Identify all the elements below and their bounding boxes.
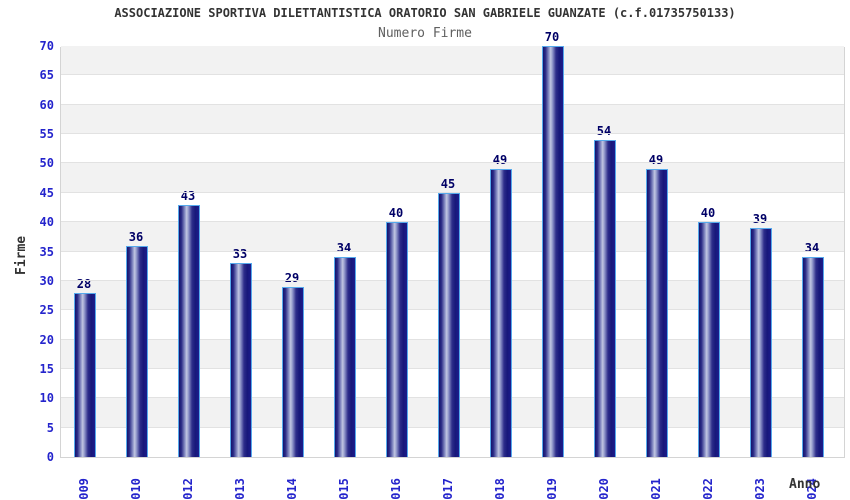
y-tick-label: 10 xyxy=(39,391,54,406)
grid-band xyxy=(61,163,844,193)
bar xyxy=(282,286,304,457)
x-tick-label: 2021 xyxy=(649,478,663,500)
y-tick-label: 70 xyxy=(39,39,54,53)
y-tick-label: 40 xyxy=(39,215,54,230)
bar-value-label: 40 xyxy=(700,206,716,221)
bar-value-label: 34 xyxy=(336,241,352,256)
y-tick-label: 30 xyxy=(39,273,54,288)
bar xyxy=(334,257,356,457)
y-tick-label: 5 xyxy=(46,420,54,435)
plot-area xyxy=(60,46,845,458)
gridline xyxy=(61,133,844,135)
x-tick-label: 2020 xyxy=(597,478,611,500)
bar xyxy=(802,257,824,457)
bar xyxy=(750,228,772,457)
x-tick-label: 2010 xyxy=(129,478,143,500)
gridline xyxy=(61,191,844,193)
x-tick-label: 2015 xyxy=(337,478,351,500)
gridline xyxy=(61,74,844,76)
bar-value-label: 40 xyxy=(388,206,404,221)
x-tick-label: 2019 xyxy=(545,478,559,500)
x-axis-title: Anno xyxy=(789,477,821,492)
bar xyxy=(646,169,668,457)
y-tick-label: 60 xyxy=(39,97,54,112)
y-tick-label: 65 xyxy=(39,68,54,83)
x-tick-label: 2016 xyxy=(389,478,403,500)
y-tick-label: 20 xyxy=(39,332,54,347)
x-tick-label: 2014 xyxy=(285,478,299,500)
grid-band xyxy=(61,134,844,164)
bar xyxy=(178,204,200,457)
x-tick-label: 2013 xyxy=(233,478,247,500)
bar xyxy=(490,169,512,457)
grid-band xyxy=(61,75,844,105)
y-tick-label: 0 xyxy=(46,450,54,464)
grid-band xyxy=(61,104,844,135)
chart-title: ASSOCIAZIONE SPORTIVA DILETTANTISTICA OR… xyxy=(114,6,736,20)
x-tick-label: 2022 xyxy=(701,478,715,500)
y-tick-label: 45 xyxy=(39,185,54,200)
bar-value-label: 49 xyxy=(492,153,508,168)
bar xyxy=(594,139,616,457)
bar-value-label: 54 xyxy=(596,123,612,138)
x-tick-label: 2009 xyxy=(77,478,91,500)
y-tick-label: 50 xyxy=(39,156,54,171)
y-tick-label: 35 xyxy=(39,244,54,259)
bar-value-label: 45 xyxy=(440,176,456,191)
bar-value-label: 34 xyxy=(804,241,820,256)
bar-value-label: 43 xyxy=(180,188,196,203)
bar xyxy=(438,192,460,457)
bar-value-label: 29 xyxy=(284,270,300,285)
bar-value-label: 70 xyxy=(544,30,560,44)
y-axis-title: Firme xyxy=(14,235,29,275)
bar xyxy=(74,292,96,457)
bar xyxy=(698,222,720,457)
y-tick-label: 55 xyxy=(39,127,54,142)
x-tick-label: 2017 xyxy=(441,478,455,500)
x-tick-label: 2012 xyxy=(181,478,195,500)
bar xyxy=(230,263,252,457)
bar-value-label: 39 xyxy=(752,212,768,226)
x-tick-label: 2018 xyxy=(493,478,507,500)
bar xyxy=(386,222,408,457)
bar-value-label: 49 xyxy=(648,153,664,168)
bar-value-label: 28 xyxy=(76,276,92,291)
gridline xyxy=(61,162,844,164)
bar xyxy=(542,46,564,457)
y-tick-label: 15 xyxy=(39,361,54,376)
bar-value-label: 33 xyxy=(232,247,248,262)
chart-subtitle: Numero Firme xyxy=(378,26,472,41)
x-tick-label: 2023 xyxy=(753,478,767,500)
bar-value-label: 36 xyxy=(128,229,144,244)
bar xyxy=(126,245,148,457)
gridline xyxy=(61,103,844,105)
y-tick-label: 25 xyxy=(39,303,54,318)
grid-band xyxy=(61,46,844,76)
